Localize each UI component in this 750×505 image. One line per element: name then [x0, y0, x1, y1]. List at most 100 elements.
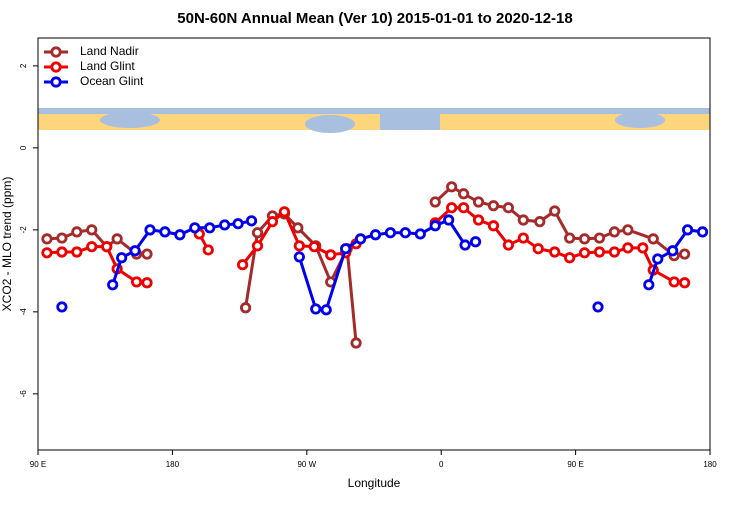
data-point — [354, 233, 367, 245]
data-point — [129, 245, 141, 257]
data-point — [266, 216, 279, 228]
data-point — [593, 232, 606, 244]
data-point — [443, 214, 455, 226]
data-point — [144, 224, 156, 236]
data-point — [310, 303, 322, 315]
data-point — [668, 276, 680, 288]
x-axis-label: Longitude — [348, 476, 401, 490]
data-point — [384, 227, 397, 239]
chart-title: 50N-60N Annual Mean (Ver 10) 2015-01-01 … — [177, 10, 572, 27]
data-point — [116, 252, 128, 264]
data-point — [189, 222, 201, 234]
x-tick-label: 180 — [166, 460, 180, 469]
data-point — [578, 247, 591, 259]
data-point — [325, 249, 337, 261]
data-point — [56, 232, 68, 244]
data-point — [643, 279, 655, 291]
data-point — [517, 214, 529, 226]
data-point — [245, 215, 258, 227]
data-point — [502, 239, 514, 251]
data-point — [293, 240, 305, 252]
data-point — [369, 229, 382, 241]
y-axis-label: XCO2 - MLO trend (ppm) — [0, 177, 14, 312]
series — [41, 202, 691, 289]
y-tick-label: -6 — [19, 390, 28, 398]
data-point — [399, 227, 411, 239]
data-point — [487, 200, 500, 212]
legend-label: Ocean Glint — [80, 74, 144, 88]
data-point — [278, 206, 290, 218]
data-point — [86, 241, 98, 253]
map-ocean — [615, 112, 665, 128]
data-point — [293, 251, 305, 263]
data-point — [608, 226, 621, 238]
data-point — [414, 228, 426, 240]
data-point — [107, 279, 119, 291]
map-ocean — [380, 108, 440, 130]
series — [56, 214, 709, 316]
data-point — [622, 224, 634, 236]
legend-marker — [50, 61, 62, 73]
data-point — [564, 252, 576, 264]
legend-marker — [50, 76, 62, 88]
data-point — [130, 276, 143, 288]
data-point — [534, 216, 546, 228]
data-point — [41, 247, 53, 259]
map-ocean — [100, 112, 160, 128]
data-point — [517, 232, 529, 244]
data-point — [174, 229, 186, 241]
data-point — [457, 202, 470, 214]
data-point — [502, 202, 514, 214]
data-point — [647, 233, 659, 245]
data-point — [549, 246, 561, 258]
data-point — [219, 219, 231, 231]
data-point — [320, 304, 332, 316]
data-point — [652, 253, 664, 265]
y-tick-label: -4 — [19, 308, 28, 316]
data-point — [251, 227, 264, 239]
legend-label: Land Glint — [80, 59, 135, 73]
data-point — [549, 205, 561, 217]
data-point — [608, 246, 621, 258]
map-strip — [38, 108, 710, 133]
data-point — [236, 259, 249, 271]
data-point — [141, 248, 153, 260]
data-point — [41, 233, 53, 245]
data-point — [429, 220, 441, 232]
data-point — [86, 224, 98, 236]
data-point — [446, 202, 458, 214]
data-point — [202, 244, 214, 256]
data-point — [487, 220, 500, 232]
data-point — [56, 246, 68, 258]
data-point — [592, 301, 604, 313]
y-tick-label: 0 — [19, 145, 28, 150]
data-point — [681, 224, 694, 236]
data-point — [71, 246, 83, 258]
data-point — [472, 214, 485, 226]
data-point — [101, 241, 113, 253]
data-point — [141, 277, 153, 289]
map-ocean — [305, 115, 355, 133]
y-tick-label: 2 — [19, 63, 28, 68]
data-point — [350, 337, 362, 349]
data-point — [679, 248, 691, 260]
x-tick-label: 90 E — [567, 460, 583, 469]
plot-frame — [37, 37, 711, 451]
data-point — [111, 233, 123, 245]
data-point — [472, 196, 485, 208]
data-point — [532, 243, 544, 255]
data-point — [71, 226, 83, 238]
data-point — [578, 233, 591, 245]
x-tick-label: 0 — [439, 460, 444, 469]
data-point — [679, 277, 691, 289]
data-point — [340, 243, 352, 255]
data-point — [292, 222, 304, 234]
data-point — [446, 181, 458, 193]
data-point — [204, 222, 216, 234]
data-point — [459, 239, 471, 251]
x-tick-label: 90 W — [297, 460, 316, 469]
plot-content: 90 E 180 90 W 0 90 E 180 2 0 -2 -4 -6 Land NadirLan… — [19, 44, 717, 469]
data-point — [667, 245, 679, 257]
data-point — [696, 226, 709, 238]
